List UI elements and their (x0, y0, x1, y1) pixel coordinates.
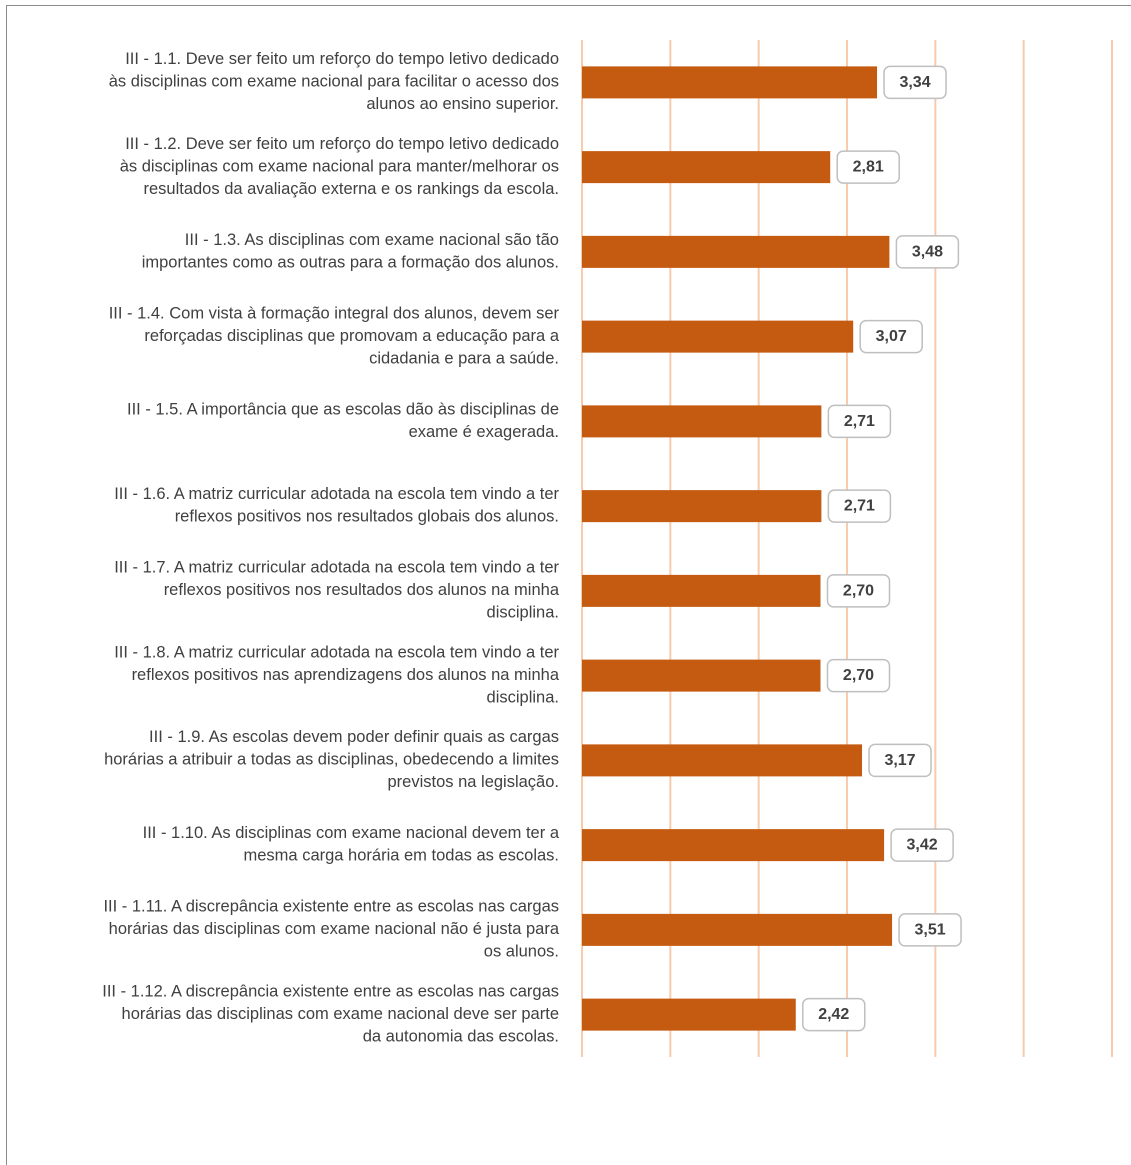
category-label: III - 1.11. A discrepância existente ent… (103, 898, 559, 961)
value-label: 2,70 (843, 667, 874, 684)
bar (582, 66, 878, 99)
category-label: III - 1.9. As escolas devem poder defini… (104, 728, 559, 791)
value-label-box (826, 658, 891, 693)
value-label-box (827, 489, 892, 523)
category-label: III - 1.12. A discrepância existente ent… (102, 982, 559, 1045)
value-label-box (868, 743, 932, 778)
bar (582, 151, 831, 184)
value-label-box (890, 828, 954, 862)
category-label: III - 1.5. A importância que as escolas … (127, 400, 559, 441)
value-label: 2,42 (818, 1006, 849, 1023)
value-label: 3,17 (884, 752, 915, 769)
bar (582, 998, 796, 1031)
category-label: III - 1.1. Deve ser feito um reforço do … (109, 50, 559, 113)
category-labels: III - 1.1. Deve ser feito um reforço do … (102, 50, 560, 1045)
bar (582, 235, 890, 268)
bar (582, 659, 821, 692)
category-label: III - 1.7. A matriz curricular adotada n… (114, 559, 560, 622)
value-label-box (859, 319, 923, 354)
value-label: 2,81 (853, 159, 884, 176)
chart-frame (6, 5, 1131, 1165)
value-label: 2,70 (843, 582, 874, 599)
value-label-box (883, 65, 947, 100)
bar (582, 320, 854, 353)
bar (582, 490, 822, 523)
bars (582, 66, 893, 1031)
value-label: 3,48 (912, 243, 943, 260)
value-label-box (895, 235, 960, 269)
bar (582, 829, 885, 862)
value-label: 3,51 (914, 921, 945, 938)
category-label: III - 1.4. Com vista à formação integral… (109, 304, 560, 367)
category-label: III - 1.2. Deve ser feito um reforço do … (120, 135, 559, 198)
value-label: 2,71 (844, 413, 875, 430)
value-label-box (827, 404, 892, 439)
value-labels: 3,34 2,81 3,48 3,07 2,71 2,71 2,70 2,70 3,17 3,42… (802, 65, 962, 1032)
category-label: III - 1.10. As disciplinas com exame nac… (143, 824, 560, 865)
category-label: III - 1.3. As disciplinas com exame naci… (142, 231, 559, 272)
category-label: III - 1.8. A matriz curricular adotada n… (114, 643, 560, 706)
gridlines (581, 40, 1113, 1057)
bar (582, 574, 821, 607)
value-label: 3,07 (876, 328, 907, 345)
bar (582, 913, 893, 946)
value-label-box (802, 997, 866, 1032)
bar (582, 744, 863, 777)
value-label: 3,34 (899, 74, 930, 91)
category-label: III - 1.6. A matriz curricular adotada n… (114, 485, 559, 526)
value-label-box (826, 574, 891, 608)
value-label: 2,71 (844, 498, 875, 515)
value-label: 3,42 (907, 837, 938, 854)
value-label-box (836, 150, 900, 184)
bar (582, 405, 822, 438)
value-label-box (898, 913, 962, 947)
